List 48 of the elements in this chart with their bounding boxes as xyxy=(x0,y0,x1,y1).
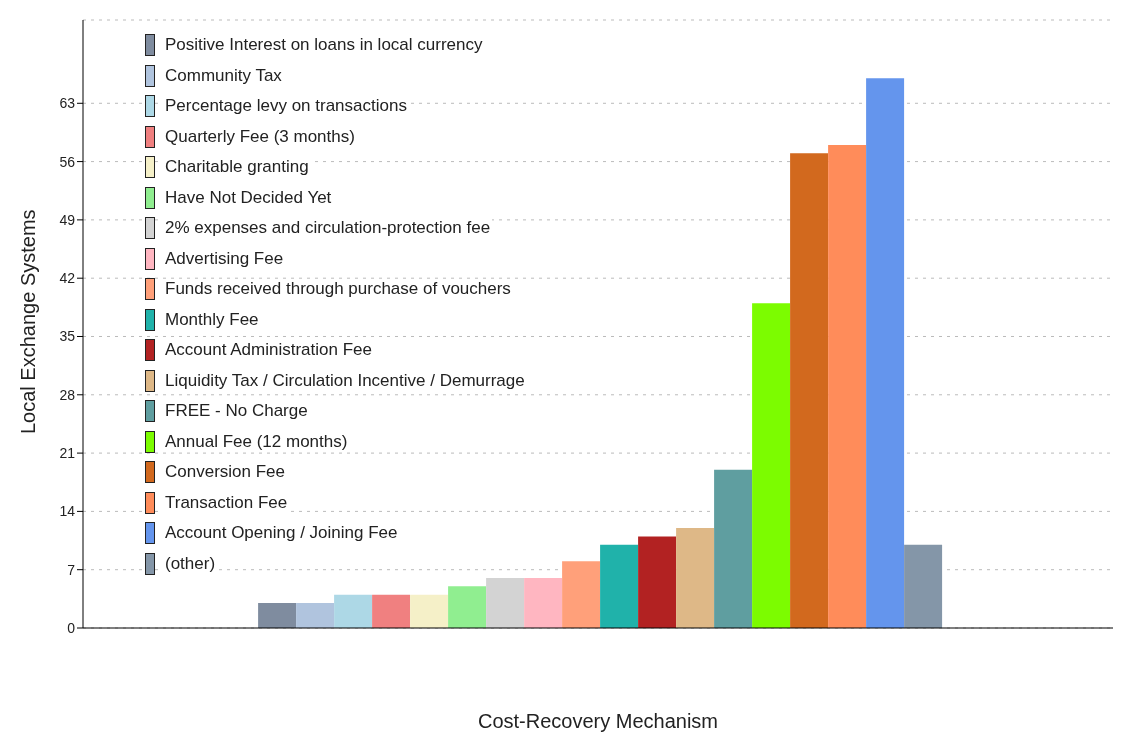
legend-label: Liquidity Tax / Circulation Incentive / Demurrage xyxy=(163,370,527,391)
y-tick-label: 28 xyxy=(59,386,76,403)
bar xyxy=(562,561,601,628)
legend-label: Charitable granting xyxy=(163,157,311,178)
legend-label: FREE - No Charge xyxy=(163,401,310,422)
bar xyxy=(790,153,829,628)
legend-label: Positive Interest on loans in local currency xyxy=(163,35,485,56)
y-tick-label: 56 xyxy=(59,153,76,170)
y-tick-label: 42 xyxy=(59,270,76,287)
bar xyxy=(752,303,791,628)
legend-label: 2% expenses and circulation-protection fee xyxy=(163,218,493,239)
legend-label: Account Administration Fee xyxy=(163,340,374,361)
legend-label: Community Tax xyxy=(163,65,284,86)
bar xyxy=(410,594,449,628)
bar xyxy=(828,144,867,628)
bar xyxy=(714,469,753,628)
y-tick-label: 49 xyxy=(59,211,76,228)
bar xyxy=(296,603,335,628)
bar xyxy=(334,594,373,628)
y-tick-label: 35 xyxy=(59,328,76,345)
legend-label: Annual Fee (12 months) xyxy=(163,431,350,452)
legend-label: Monthly Fee xyxy=(163,309,261,330)
legend-label: Have Not Decided Yet xyxy=(163,187,334,208)
legend-label: Transaction Fee xyxy=(163,492,290,513)
legend-label: (other) xyxy=(163,553,218,574)
y-tick-label: 63 xyxy=(59,95,76,112)
legend-label: Advertising Fee xyxy=(163,248,286,269)
y-tick-label: 7 xyxy=(67,561,76,578)
legend-label: Conversion Fee xyxy=(163,462,288,483)
bar xyxy=(448,586,487,628)
legend-label: Account Opening / Joining Fee xyxy=(163,523,400,544)
y-tick-label: 21 xyxy=(59,445,76,462)
bar xyxy=(258,603,297,628)
bar xyxy=(676,528,715,628)
bar xyxy=(638,536,677,628)
y-tick-label: 14 xyxy=(59,503,76,520)
legend-label: Quarterly Fee (3 months) xyxy=(163,126,357,147)
legend-label: Funds received through purchase of vouchers xyxy=(163,279,513,300)
y-tick-label: 0 xyxy=(67,619,76,636)
bar xyxy=(372,594,411,628)
x-axis-title: Cost-Recovery Mechanism xyxy=(477,710,719,732)
bar xyxy=(524,578,563,628)
bar xyxy=(486,578,525,628)
legend-label: Percentage levy on transactions xyxy=(163,96,409,117)
bar xyxy=(904,544,943,628)
y-axis-title: Local Exchange Systems xyxy=(17,209,40,434)
bar xyxy=(600,544,639,628)
bar xyxy=(866,78,905,628)
